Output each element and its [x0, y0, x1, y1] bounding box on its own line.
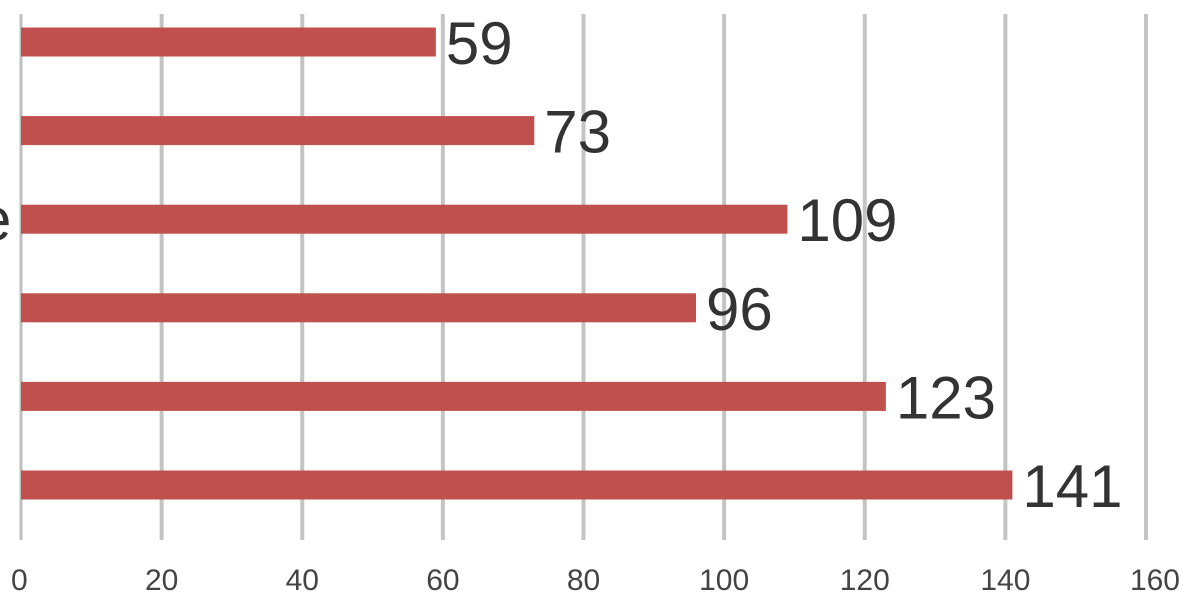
x-tick-label-0: 0 — [11, 564, 28, 594]
category-label-partial: e — [0, 186, 11, 253]
data-labels: 59 73 109 96 123 141 — [446, 10, 1123, 520]
data-label-5: 141 — [1022, 453, 1122, 520]
bars — [21, 27, 1013, 500]
x-tick-label-40: 40 — [286, 564, 319, 594]
bar-0 — [21, 27, 436, 57]
bar-1 — [21, 116, 535, 146]
data-label-1: 73 — [544, 99, 611, 166]
x-tick-label-60: 60 — [426, 564, 459, 594]
x-axis-ticks: 0 20 40 60 80 100 120 140 160 — [11, 564, 1180, 594]
x-tick-label-100: 100 — [699, 564, 749, 594]
x-tick-label-160: 160 — [1130, 564, 1180, 594]
bar-4 — [21, 381, 886, 411]
bar-2 — [21, 204, 788, 234]
gridlines — [19, 14, 1148, 540]
data-label-4: 123 — [896, 364, 996, 431]
data-label-0: 59 — [446, 10, 513, 77]
data-label-2: 109 — [797, 187, 897, 254]
data-label-3: 96 — [706, 276, 773, 343]
x-tick-label-140: 140 — [980, 564, 1030, 594]
x-tick-label-120: 120 — [840, 564, 890, 594]
x-tick-label-80: 80 — [567, 564, 600, 594]
x-tick-label-20: 20 — [145, 564, 178, 594]
bar-5 — [21, 470, 1013, 500]
bar-3 — [21, 293, 696, 323]
